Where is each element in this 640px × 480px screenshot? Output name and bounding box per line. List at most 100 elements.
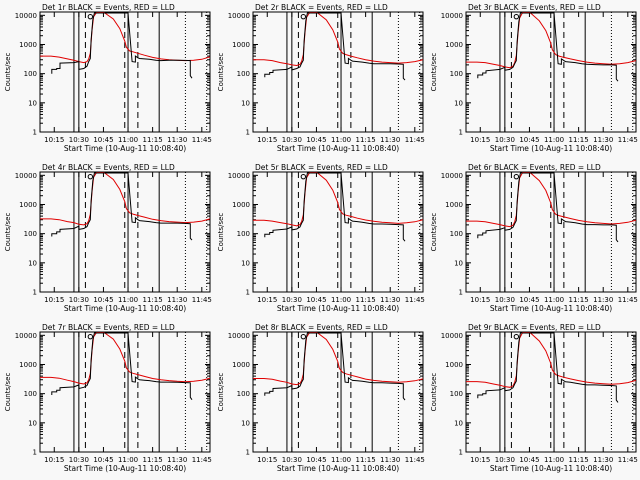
x-tick-label: 10:45: [93, 296, 113, 304]
y-tick-label: 100: [450, 390, 463, 398]
x-tick-label: 11:45: [192, 456, 212, 464]
y-tick-label: 10000: [15, 172, 37, 180]
lld-series-line: [253, 172, 423, 227]
x-tick-label: 11:30: [380, 296, 400, 304]
y-tick-label: 10: [28, 259, 37, 267]
x-tick-label: 11:15: [356, 136, 376, 144]
x-tick-label: 11:45: [618, 456, 638, 464]
events-series-line: [51, 332, 193, 400]
y-tick-label: 10000: [441, 172, 463, 180]
x-tick-label: 11:00: [544, 296, 564, 304]
x-tick-label: 11:15: [356, 456, 376, 464]
x-tick-label: 11:00: [544, 136, 564, 144]
x-tick-label: 11:30: [380, 456, 400, 464]
panel-title: Det 9r BLACK = Events, RED = LLD: [468, 323, 601, 332]
x-tick-label: 11:15: [356, 296, 376, 304]
x-tick-label: 11:00: [331, 456, 351, 464]
panel-9: Det 9r BLACK = Events, RED = LLD 1 10 100 10…: [430, 323, 638, 473]
y-tick-label: 1: [246, 129, 250, 137]
y-tick-label: 100: [237, 230, 250, 238]
x-axis-title: Start Time (10-Aug-11 10:08:40): [64, 144, 186, 153]
y-tick-label: 100: [24, 230, 37, 238]
x-tick-label: 10:15: [470, 456, 490, 464]
x-tick-label: 11:15: [569, 136, 589, 144]
y-tick-label: 1: [33, 289, 37, 297]
y-axis-title: Counts/sec: [4, 213, 12, 252]
x-tick-label: 11:45: [405, 296, 425, 304]
y-tick-label: 10: [28, 419, 37, 427]
x-tick-label: 11:00: [331, 136, 351, 144]
x-tick-label: 10:45: [306, 456, 326, 464]
x-tick-label: 10:30: [282, 136, 302, 144]
x-tick-label: 11:15: [569, 296, 589, 304]
x-tick-label: 11:45: [192, 136, 212, 144]
y-tick-label: 100: [237, 390, 250, 398]
x-tick-label: 11:45: [192, 296, 212, 304]
x-tick-label: 11:00: [118, 136, 138, 144]
panel-title: Det 6r BLACK = Events, RED = LLD: [468, 163, 601, 172]
panel-1: Det 1r BLACK = Events, RED = LLD 1 10 100 10…: [4, 3, 212, 153]
x-tick-label: 10:15: [44, 296, 64, 304]
y-axis-title: Counts/sec: [217, 213, 225, 252]
y-axis-title: Counts/sec: [430, 373, 438, 412]
y-tick-label: 10000: [15, 332, 37, 340]
x-tick-label: 10:30: [495, 136, 515, 144]
panel-3: Det 3r BLACK = Events, RED = LLD 1 10 100 10…: [430, 3, 638, 153]
panel-5: Det 5r BLACK = Events, RED = LLD 1 10 100 10…: [217, 163, 425, 313]
panel-4: Det 4r BLACK = Events, RED = LLD 1 10 100 10…: [4, 163, 212, 313]
x-tick-label: 10:15: [44, 456, 64, 464]
lld-series-line: [40, 172, 210, 226]
panel-title: Det 5r BLACK = Events, RED = LLD: [255, 163, 388, 172]
y-axis-title: Counts/sec: [217, 53, 225, 92]
x-tick-label: 10:45: [306, 296, 326, 304]
x-tick-label: 10:45: [519, 296, 539, 304]
peak-marker: [87, 13, 94, 20]
x-tick-label: 11:30: [167, 136, 187, 144]
y-tick-label: 1: [459, 449, 463, 457]
x-axis-title: Start Time (10-Aug-11 10:08:40): [490, 144, 612, 153]
events-series-line: [264, 172, 406, 242]
x-tick-label: 10:15: [470, 296, 490, 304]
lld-series-line: [253, 12, 423, 67]
x-tick-label: 11:00: [118, 456, 138, 464]
y-tick-label: 10000: [228, 172, 250, 180]
panel-title: Det 4r BLACK = Events, RED = LLD: [42, 163, 175, 172]
peak-marker: [513, 173, 520, 180]
panel-title: Det 3r BLACK = Events, RED = LLD: [468, 3, 601, 12]
x-tick-label: 10:45: [519, 456, 539, 464]
y-tick-label: 10000: [228, 12, 250, 20]
y-tick-label: 1: [459, 289, 463, 297]
x-tick-label: 10:30: [282, 456, 302, 464]
x-tick-label: 11:30: [167, 296, 187, 304]
y-tick-label: 1000: [232, 41, 250, 49]
y-tick-label: 10000: [228, 332, 250, 340]
y-tick-label: 1: [246, 449, 250, 457]
x-tick-label: 10:15: [257, 136, 277, 144]
events-series-line: [51, 172, 193, 241]
y-tick-label: 10: [28, 99, 37, 107]
panel-8: Det 8r BLACK = Events, RED = LLD 1 10 100 10…: [217, 323, 425, 473]
x-tick-label: 11:30: [593, 296, 613, 304]
panel-6: Det 6r BLACK = Events, RED = LLD 1 10 100 10…: [430, 163, 638, 313]
panel-title: Det 7r BLACK = Events, RED = LLD: [42, 323, 175, 332]
events-series-line: [477, 172, 619, 243]
x-tick-label: 11:00: [118, 296, 138, 304]
x-axis-title: Start Time (10-Aug-11 10:08:40): [64, 304, 186, 313]
x-axis-title: Start Time (10-Aug-11 10:08:40): [490, 304, 612, 313]
lld-series-line: [40, 332, 210, 385]
y-tick-label: 1000: [445, 201, 463, 209]
x-tick-label: 11:00: [544, 456, 564, 464]
x-tick-label: 11:30: [167, 456, 187, 464]
peak-marker: [513, 333, 520, 340]
events-series-line: [477, 12, 619, 82]
x-axis-title: Start Time (10-Aug-11 10:08:40): [490, 464, 612, 473]
events-series-line: [477, 332, 619, 403]
x-tick-label: 11:45: [405, 456, 425, 464]
y-axis-title: Counts/sec: [430, 213, 438, 252]
lld-series-line: [466, 332, 636, 388]
x-tick-label: 11:15: [143, 136, 163, 144]
y-tick-label: 1: [246, 289, 250, 297]
peak-marker: [87, 333, 94, 340]
y-tick-label: 1: [33, 449, 37, 457]
x-tick-label: 10:45: [306, 136, 326, 144]
